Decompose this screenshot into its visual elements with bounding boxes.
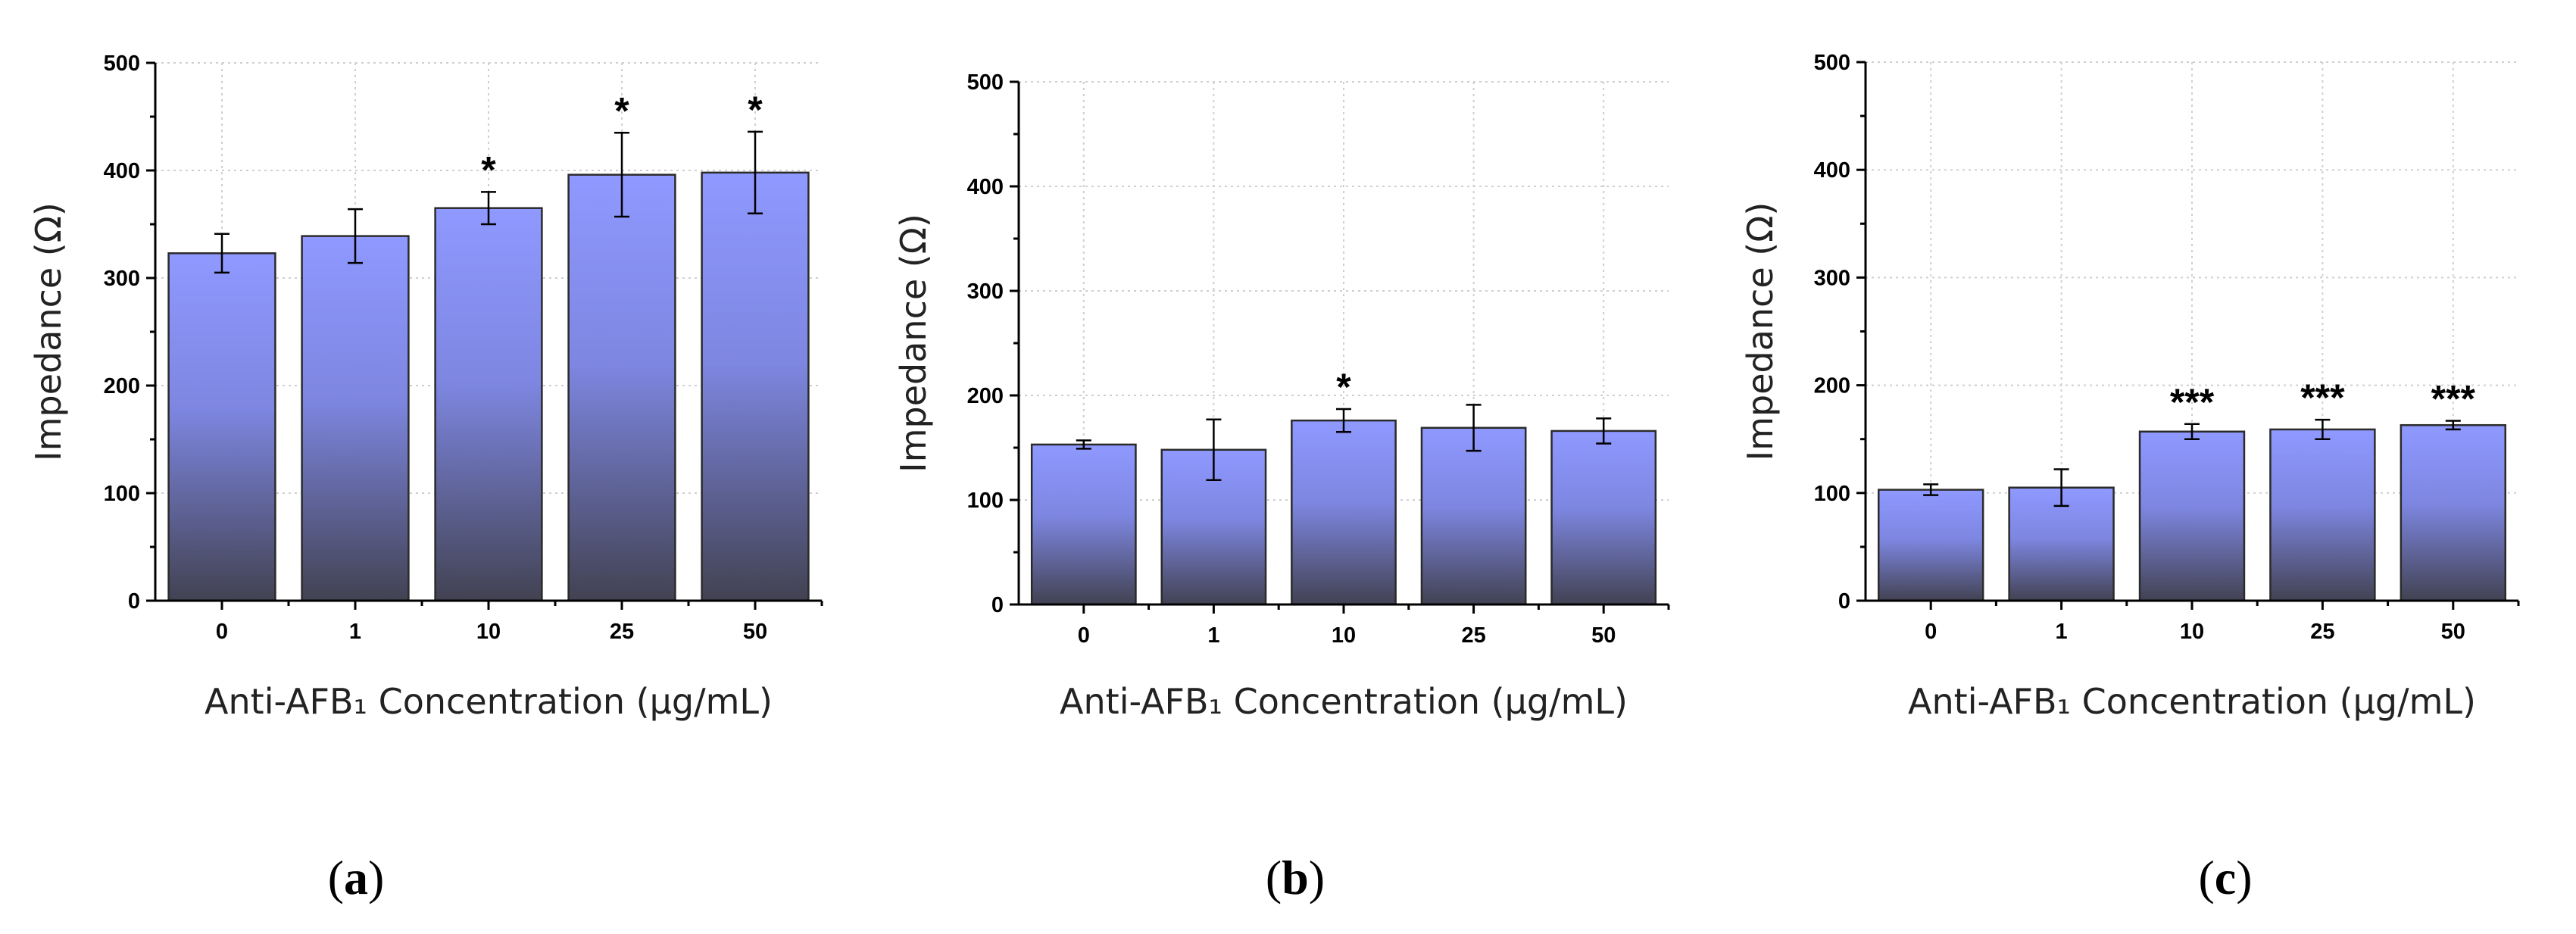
bar bbox=[2269, 428, 2376, 602]
x-tick-label: 0 bbox=[1925, 620, 1937, 644]
x-axis-title: Anti-AFB₁ Concentration (µg/mL) bbox=[1060, 681, 1628, 722]
significance-marker: * bbox=[614, 89, 629, 132]
significance-marker: * bbox=[748, 89, 763, 131]
bar bbox=[167, 252, 276, 602]
x-tick-label: 0 bbox=[216, 620, 228, 644]
y-tick-label: 0 bbox=[991, 593, 1004, 617]
bar bbox=[301, 235, 410, 602]
y-tick-label: 200 bbox=[104, 374, 140, 398]
y-tick-label: 400 bbox=[1814, 158, 1850, 183]
bar bbox=[1030, 443, 1137, 606]
chart-panel-a: * * * 0 100 200 300 400 500 0 1 10 25 50 Impedance (Ω)… bbox=[28, 52, 823, 722]
panel-label-b: (b) bbox=[1266, 851, 1325, 904]
y-tick-label: 0 bbox=[1838, 589, 1850, 614]
y-tick-label: 100 bbox=[967, 489, 1004, 513]
panel-label-c: (c) bbox=[2198, 851, 2252, 904]
y-tick-label: 500 bbox=[967, 70, 1004, 95]
chart-panel-c: *** *** *** 0 100 200 300 400 500 0 1 10 25 50 Impedan… bbox=[1740, 51, 2520, 722]
x-tick-label: 50 bbox=[1591, 623, 1616, 648]
significance-marker: * bbox=[1336, 366, 1351, 408]
y-tick-label: 200 bbox=[967, 384, 1004, 408]
x-tick-label: 10 bbox=[1332, 623, 1356, 648]
chart-panel-b: * 0 100 200 300 400 500 0 1 10 25 50 Impedance (Ω) An… bbox=[893, 70, 1670, 722]
x-tick-label: 25 bbox=[1461, 623, 1485, 648]
y-axis-title: Impedance (Ω) bbox=[893, 214, 934, 473]
y-tick-label: 300 bbox=[104, 267, 140, 291]
y-axis-title: Impedance (Ω) bbox=[1740, 202, 1781, 461]
bar bbox=[1291, 419, 1397, 606]
significance-marker: * bbox=[481, 148, 496, 191]
y-tick-label: 100 bbox=[1814, 482, 1850, 506]
bar bbox=[1877, 489, 1984, 602]
y-tick-label: 400 bbox=[104, 159, 140, 183]
bar bbox=[434, 207, 543, 602]
x-tick-label: 1 bbox=[2056, 620, 2068, 644]
bar bbox=[1420, 426, 1527, 606]
y-tick-label: 300 bbox=[1814, 266, 1850, 290]
x-tick-label: 0 bbox=[1078, 623, 1090, 648]
significance-marker: *** bbox=[2431, 378, 2476, 420]
significance-marker: *** bbox=[2170, 381, 2215, 423]
bar bbox=[567, 173, 676, 602]
x-tick-label: 25 bbox=[610, 620, 634, 644]
bar bbox=[2138, 430, 2246, 602]
x-tick-label: 50 bbox=[2441, 620, 2465, 644]
y-tick-label: 200 bbox=[1814, 374, 1850, 398]
x-axis-title: Anti-AFB₁ Concentration (µg/mL) bbox=[205, 681, 773, 722]
x-tick-label: 25 bbox=[2310, 620, 2334, 644]
y-tick-label: 300 bbox=[967, 280, 1004, 304]
y-tick-label: 100 bbox=[104, 482, 140, 506]
bar bbox=[1550, 430, 1657, 606]
y-tick-label: 500 bbox=[1814, 51, 1850, 75]
panel-label-a: (a) bbox=[328, 851, 385, 904]
y-axis-title: Impedance (Ω) bbox=[28, 202, 69, 461]
y-tick-label: 500 bbox=[104, 52, 140, 76]
x-tick-label: 1 bbox=[349, 620, 361, 644]
x-axis-title: Anti-AFB₁ Concentration (µg/mL) bbox=[1908, 681, 2476, 722]
bar bbox=[2400, 423, 2507, 602]
x-tick-label: 10 bbox=[2180, 620, 2204, 644]
y-tick-label: 0 bbox=[128, 589, 140, 614]
y-tick-label: 400 bbox=[967, 175, 1004, 199]
x-tick-label: 1 bbox=[1207, 623, 1219, 648]
significance-marker: *** bbox=[2300, 376, 2345, 419]
x-tick-label: 10 bbox=[476, 620, 501, 644]
x-tick-label: 50 bbox=[743, 620, 767, 644]
bar bbox=[701, 171, 810, 602]
